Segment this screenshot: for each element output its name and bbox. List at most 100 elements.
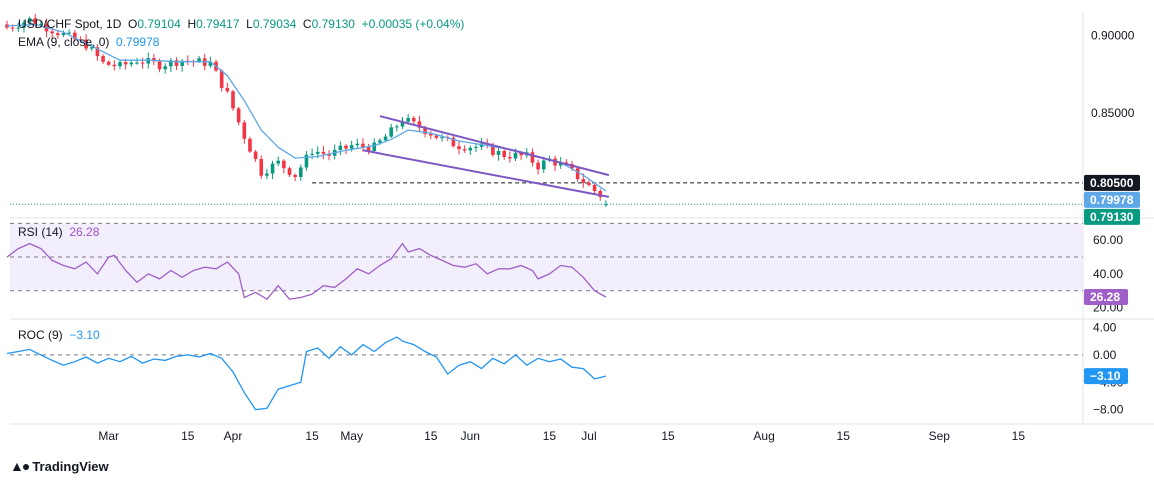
candle-body — [366, 146, 371, 151]
candle-body — [338, 145, 343, 150]
time-tick-label: 15 — [424, 429, 438, 443]
time-tick-label: Aug — [753, 429, 774, 443]
time-tick-label: Jun — [461, 429, 480, 443]
candle-body — [417, 121, 422, 128]
level-price-badge-label: 0.80500 — [1090, 176, 1134, 190]
candle-body — [56, 33, 60, 36]
candle-body — [423, 127, 427, 134]
candle-body — [389, 127, 393, 137]
candle-body — [592, 184, 597, 192]
candle-body — [304, 154, 309, 168]
candle-body — [502, 150, 506, 158]
rsi-line — [6, 242, 607, 301]
candle-body — [327, 153, 331, 156]
candle-body — [61, 33, 66, 36]
candle-body — [112, 64, 117, 67]
time-tick-label: May — [340, 429, 363, 443]
candle-body — [282, 160, 286, 169]
roc-last-badge — [1084, 368, 1128, 385]
rsi-last-badge-label: 26.28 — [1090, 290, 1120, 304]
high-value: 0.79417 — [196, 17, 240, 31]
candle-body — [428, 133, 433, 136]
rsi-tick-label: 40.00 — [1093, 267, 1123, 281]
roc-tick-label: 0.00 — [1093, 348, 1117, 362]
candle-body — [372, 142, 377, 151]
candle-body — [231, 91, 235, 109]
low-value: 0.79034 — [252, 17, 297, 31]
candle-body — [598, 191, 603, 198]
candle-body — [225, 87, 230, 92]
candle-body — [129, 62, 134, 65]
candle-body — [321, 151, 326, 154]
candle-body — [299, 167, 303, 177]
open-value: 0.79104 — [137, 17, 181, 31]
tradingview-logo-icon: ▲● — [10, 458, 30, 474]
candle-body — [434, 135, 439, 138]
candle-body — [219, 70, 224, 88]
candle-body — [78, 39, 83, 41]
candle-body — [270, 163, 275, 174]
candle-body — [140, 62, 145, 64]
candle-body — [265, 173, 269, 176]
candle-body — [197, 58, 201, 62]
candle-body — [101, 56, 105, 62]
time-tick-label: 15 — [543, 429, 557, 443]
ema-price-badge-label: 0.79978 — [1090, 193, 1134, 207]
time-tick-label: 15 — [661, 429, 675, 443]
candle-body — [355, 143, 360, 146]
channel-lower-line — [362, 149, 610, 198]
candle-body — [253, 151, 258, 159]
candle-body — [174, 60, 179, 66]
candle-body — [491, 144, 495, 155]
roc-tick-label: −8.00 — [1093, 403, 1124, 417]
price-tick-label: 0.85000 — [1091, 106, 1135, 120]
ema-price-badge — [1084, 191, 1140, 208]
price-tick-label: 0.90000 — [1091, 28, 1135, 42]
candle-body — [106, 61, 111, 65]
candle-body — [276, 160, 280, 164]
rsi-last-badge — [1084, 289, 1128, 306]
candle-body — [604, 204, 608, 206]
close-price-badge — [1084, 208, 1140, 225]
time-tick-label: 15 — [181, 429, 195, 443]
candle-body — [50, 31, 54, 34]
candle-body — [248, 138, 252, 152]
candle-body — [169, 60, 173, 67]
tradingview-name: TradingView — [32, 458, 109, 474]
candle-body — [361, 143, 365, 147]
high-label: H — [187, 17, 197, 31]
symbol-title: USD/CHF Spot, 1D — [18, 17, 122, 31]
candle-body — [581, 179, 586, 183]
time-tick-label: Sep — [929, 429, 951, 443]
level-price-badge — [1084, 174, 1140, 191]
candle-body — [123, 62, 128, 65]
candle-body — [33, 18, 38, 25]
candle-body — [310, 153, 314, 155]
candle-body — [157, 61, 162, 70]
candle-body — [395, 126, 399, 128]
candle-body — [519, 153, 523, 156]
tradingview-brand[interactable]: ▲● TradingView — [10, 458, 109, 474]
rsi-legend: RSI (14) 26.28 — [18, 225, 99, 239]
candle-body — [400, 121, 405, 127]
candle-body — [496, 150, 501, 155]
candle-body — [10, 27, 15, 29]
candle-body — [95, 47, 100, 57]
candle-body — [287, 168, 292, 175]
roc-tick-label: 4.00 — [1093, 320, 1117, 334]
candle-body — [412, 118, 416, 122]
roc-line — [6, 336, 607, 411]
candle-body — [541, 160, 546, 170]
candle-body — [587, 182, 591, 185]
candle-body — [180, 60, 184, 66]
roc-label: ROC (9) — [18, 328, 63, 342]
candle-body — [163, 66, 167, 70]
candle-body — [468, 147, 473, 151]
candle-body — [530, 152, 535, 163]
candle-body — [406, 118, 410, 122]
candle-body — [457, 146, 461, 150]
candle-body — [451, 137, 456, 147]
candle-body — [89, 47, 94, 49]
time-tick-label: 15 — [305, 429, 319, 443]
